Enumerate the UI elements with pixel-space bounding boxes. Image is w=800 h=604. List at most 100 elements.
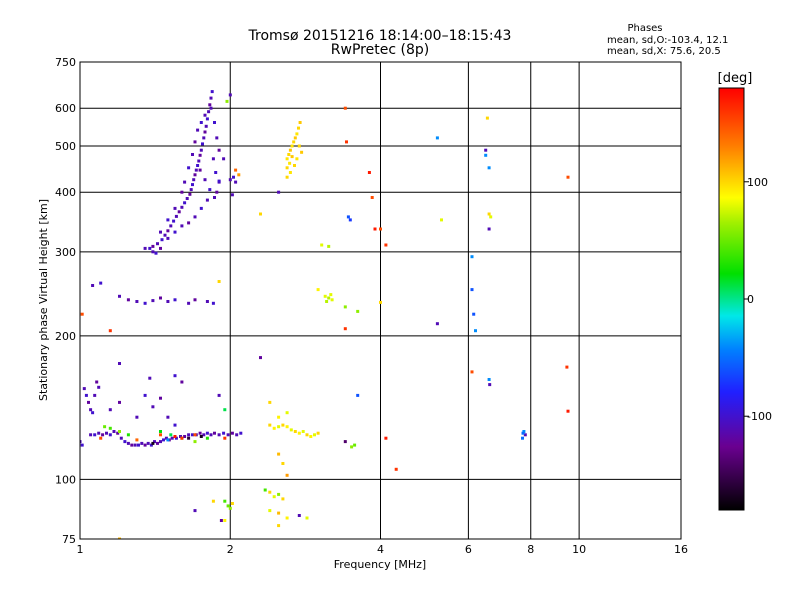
data-point: [277, 415, 281, 419]
data-point: [207, 110, 211, 114]
data-point: [343, 305, 347, 309]
data-point: [384, 243, 388, 247]
data-point: [288, 171, 292, 174]
data-point: [180, 224, 184, 228]
data-point: [327, 296, 331, 300]
data-point: [259, 356, 262, 360]
data-point: [213, 196, 216, 199]
data-point: [277, 524, 281, 528]
data-point: [180, 436, 184, 440]
data-point: [213, 121, 216, 124]
x-tick-label: 2: [227, 543, 234, 556]
data-point: [209, 433, 213, 437]
data-point: [285, 411, 289, 415]
data-point: [210, 90, 214, 94]
data-point: [151, 250, 155, 254]
data-point: [281, 423, 285, 427]
data-point: [93, 393, 97, 397]
data-point: [325, 300, 329, 303]
data-point: [183, 180, 187, 184]
y-tick-label: 750: [55, 56, 76, 69]
data-point: [285, 473, 289, 477]
data-point: [180, 380, 184, 384]
data-point: [135, 438, 139, 442]
data-point: [346, 215, 350, 219]
y-axis-label: Stationary phase Virtual Height [km]: [37, 199, 50, 401]
data-point: [126, 441, 130, 445]
data-point: [159, 246, 162, 250]
data-point: [143, 246, 147, 250]
data-point: [292, 140, 296, 144]
data-point: [170, 436, 174, 440]
data-point: [305, 433, 309, 437]
data-point: [226, 504, 230, 508]
data-point: [230, 431, 234, 435]
data-point: [149, 443, 153, 447]
data-point: [187, 301, 191, 305]
data-point: [196, 128, 200, 132]
data-point: [268, 423, 272, 427]
data-point: [148, 246, 152, 250]
data-point: [484, 148, 488, 152]
data-point: [112, 430, 116, 433]
grid-lines: [80, 62, 681, 539]
data-point: [293, 430, 297, 433]
y-tick-label: 600: [55, 102, 76, 115]
data-point: [297, 431, 301, 435]
data-point: [203, 113, 207, 117]
data-point: [285, 166, 289, 170]
data-point: [185, 197, 189, 200]
data-point: [199, 435, 203, 438]
data-point: [163, 233, 167, 237]
data-point: [183, 201, 187, 205]
data-point: [166, 438, 170, 442]
data-point: [281, 497, 285, 501]
data-point: [211, 499, 215, 503]
data-point: [198, 153, 202, 157]
data-point: [209, 106, 213, 110]
data-point: [323, 294, 327, 298]
data-point: [348, 218, 352, 222]
data-point: [228, 506, 232, 510]
data-point: [343, 106, 347, 110]
data-point: [205, 431, 209, 435]
data-point: [189, 188, 193, 192]
data-point: [523, 433, 527, 437]
data-point: [198, 431, 202, 435]
x-tick-label: 1: [77, 543, 84, 556]
phase-info-heading: Phases: [627, 23, 662, 34]
data-point: [193, 298, 197, 302]
data-point: [293, 136, 297, 140]
data-point: [281, 462, 285, 465]
data-point: [487, 166, 491, 170]
data-point: [205, 198, 209, 202]
colorbar-tick-label: -100: [747, 410, 772, 423]
x-tick-label: 4: [377, 543, 384, 556]
data-point: [488, 383, 492, 387]
plot-frame: [79, 61, 682, 540]
data-point: [199, 148, 203, 152]
data-point: [135, 300, 139, 303]
data-point: [123, 440, 127, 444]
data-point: [232, 175, 235, 179]
data-point: [126, 433, 130, 437]
data-point: [295, 157, 299, 161]
data-point: [101, 433, 105, 437]
data-point: [173, 230, 177, 234]
y-tick-label: 500: [55, 140, 76, 153]
data-point: [151, 244, 155, 248]
data-point: [193, 440, 197, 444]
data-point: [329, 293, 333, 297]
data-point: [199, 206, 203, 210]
data-point: [202, 433, 206, 437]
colorbar: [718, 87, 745, 511]
data-point: [223, 499, 227, 503]
data-point: [384, 436, 388, 440]
data-point: [277, 511, 281, 515]
data-point: [108, 433, 112, 437]
data-point: [159, 430, 162, 433]
data-point: [316, 431, 320, 435]
data-point: [180, 205, 184, 209]
data-point: [272, 495, 276, 499]
data-point: [118, 430, 121, 433]
